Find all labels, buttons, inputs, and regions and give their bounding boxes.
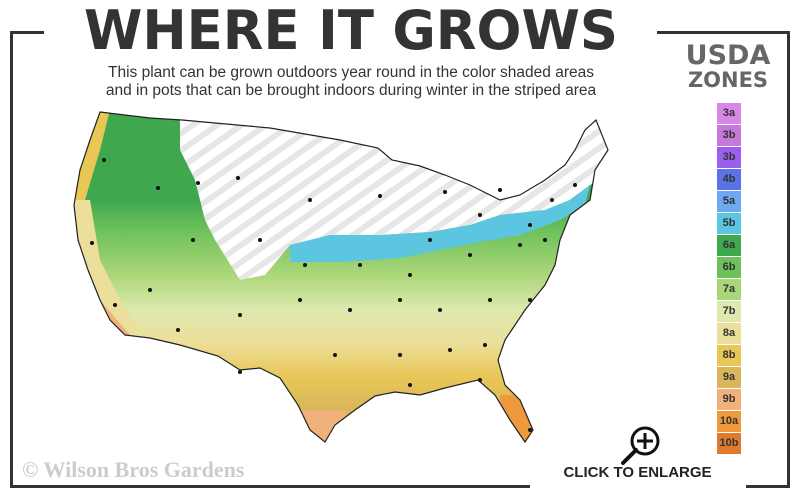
city-marker bbox=[298, 298, 302, 302]
legend-zone-4b: 4b bbox=[717, 169, 741, 190]
city-markers bbox=[90, 158, 577, 432]
city-marker bbox=[258, 238, 262, 242]
city-marker bbox=[468, 253, 472, 257]
legend-zone-6b: 6b bbox=[717, 257, 741, 278]
city-marker bbox=[102, 158, 106, 162]
city-marker bbox=[528, 223, 532, 227]
city-marker bbox=[191, 238, 195, 242]
city-marker bbox=[448, 348, 452, 352]
city-marker bbox=[90, 241, 94, 245]
city-marker bbox=[498, 188, 502, 192]
frame-top-left bbox=[10, 31, 44, 34]
city-marker bbox=[543, 238, 547, 242]
frame-right bbox=[787, 31, 790, 488]
city-marker bbox=[358, 263, 362, 267]
legend-zone-8b: 8b bbox=[717, 345, 741, 366]
city-marker bbox=[348, 308, 352, 312]
city-marker bbox=[238, 370, 242, 374]
city-marker bbox=[438, 308, 442, 312]
city-marker bbox=[156, 186, 160, 190]
legend-zone-7b: 7b bbox=[717, 301, 741, 322]
city-marker bbox=[483, 343, 487, 347]
magnifier-plus-icon[interactable] bbox=[610, 424, 666, 466]
legend-title: USDA ZONES bbox=[672, 40, 784, 92]
legend-zone-9b: 9b bbox=[717, 389, 741, 410]
map-fill bbox=[74, 112, 608, 442]
page-title: WHERE IT GROWS bbox=[83, 0, 619, 62]
legend-zone-5a: 5a bbox=[717, 191, 741, 212]
legend-zone-10a: 10a bbox=[717, 411, 741, 432]
click-to-enlarge-button[interactable]: CLICK TO ENLARGE bbox=[563, 464, 712, 481]
zone-legend: 3a 3b 3b 4b 5a 5b 6a 6b 7a 7b 8a 8b 9a 9b 10a 10b bbox=[717, 103, 741, 455]
city-marker bbox=[573, 183, 577, 187]
legend-title-line: ZONES bbox=[687, 68, 769, 92]
copyright-watermark: © Wilson Bros Gardens bbox=[22, 457, 245, 482]
city-marker bbox=[196, 181, 200, 185]
city-marker bbox=[378, 194, 382, 198]
legend-title-line: USDA bbox=[685, 40, 771, 71]
frame-bottom-left bbox=[10, 485, 530, 488]
city-marker bbox=[148, 288, 152, 292]
legend-zone-3a: 3a bbox=[717, 103, 741, 124]
city-marker bbox=[398, 353, 402, 357]
legend-zone-9a: 9a bbox=[717, 367, 741, 388]
legend-zone-6a: 6a bbox=[717, 235, 741, 256]
subtitle-line: and in pots that can be brought indoors … bbox=[105, 82, 597, 99]
frame-bottom-right bbox=[746, 485, 790, 488]
frame-left bbox=[10, 31, 13, 488]
legend-zone-8a: 8a bbox=[717, 323, 741, 344]
city-marker bbox=[113, 303, 117, 307]
city-marker bbox=[488, 298, 492, 302]
city-marker bbox=[528, 298, 532, 302]
city-marker bbox=[238, 313, 242, 317]
city-marker bbox=[528, 428, 532, 432]
legend-zone-3b: 3b bbox=[717, 147, 741, 168]
legend-zone-7a: 7a bbox=[717, 279, 741, 300]
subtitle: This plant can be grown outdoors year ro… bbox=[45, 64, 657, 100]
city-marker bbox=[333, 353, 337, 357]
city-marker bbox=[428, 238, 432, 242]
city-marker bbox=[518, 243, 522, 247]
city-marker bbox=[236, 176, 240, 180]
city-marker bbox=[408, 383, 412, 387]
city-marker bbox=[408, 273, 412, 277]
city-marker bbox=[308, 198, 312, 202]
city-marker bbox=[398, 298, 402, 302]
city-marker bbox=[478, 378, 482, 382]
legend-zone-10b: 10b bbox=[717, 433, 741, 454]
legend-zone-5b: 5b bbox=[717, 213, 741, 234]
legend-zone-3b: 3b bbox=[717, 125, 741, 146]
subtitle-line: This plant can be grown outdoors year ro… bbox=[108, 64, 594, 81]
city-marker bbox=[303, 263, 307, 267]
city-marker bbox=[478, 213, 482, 217]
city-marker bbox=[176, 328, 180, 332]
city-marker bbox=[443, 190, 447, 194]
frame-top-right bbox=[657, 31, 790, 34]
city-marker bbox=[550, 198, 554, 202]
